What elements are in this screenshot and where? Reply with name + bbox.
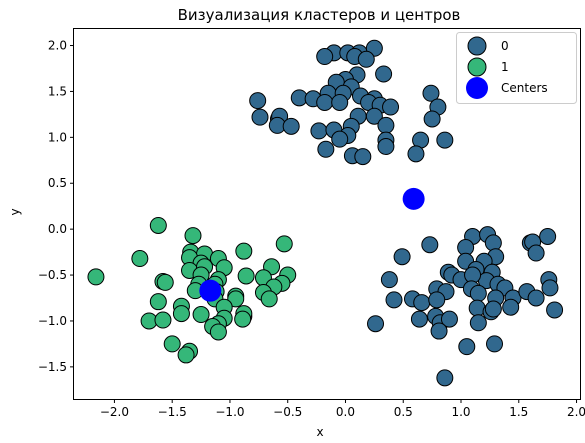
cluster-0-point [527, 244, 545, 262]
y-tick-label: 0.0 [48, 222, 67, 236]
x-tick-label: 0.5 [394, 405, 413, 419]
x-tick-label: −2.0 [100, 405, 129, 419]
cluster-0-point [436, 369, 454, 387]
cluster-0-point [385, 291, 403, 309]
cluster-0-point [316, 93, 334, 111]
cluster-0-point [331, 130, 349, 148]
cluster-0-point [377, 116, 395, 134]
legend-label-centers: Centers [501, 81, 548, 95]
cluster-1-point [149, 293, 167, 311]
legend-label-0: 0 [501, 39, 509, 53]
cluster-0-point [310, 122, 328, 140]
cluster-0-point [317, 140, 335, 158]
cluster-0-point [413, 294, 431, 312]
cluster-1-point [237, 267, 255, 285]
cluster-1-point [235, 242, 253, 260]
y-tick-label: 0.5 [48, 176, 67, 190]
cluster-0-point [502, 298, 520, 316]
x-tick-label: −0.5 [273, 405, 302, 419]
cluster-1-point [260, 290, 278, 308]
cluster-0-point [527, 289, 545, 307]
cluster-0-point [375, 65, 393, 83]
center-points [199, 187, 425, 302]
center-point [199, 279, 222, 302]
cluster-0-point [486, 335, 504, 353]
legend: 0 1 Centers [456, 32, 577, 104]
cluster-0-point [436, 131, 454, 149]
cluster-0-point [539, 227, 557, 245]
cluster-0-point [410, 310, 428, 328]
legend-marker-centers [466, 77, 488, 99]
cluster-0-point [469, 314, 487, 332]
x-tick-label: 2.0 [567, 405, 585, 419]
cluster-0-point [422, 84, 440, 102]
cluster-0-point [316, 48, 334, 66]
cluster-0-point [354, 148, 372, 166]
center-point [402, 187, 425, 210]
y-tick-label: −1.0 [38, 314, 67, 328]
data-points [87, 39, 564, 387]
cluster-1-point [227, 290, 245, 308]
cluster-1-point [177, 346, 195, 364]
legend-marker-0 [467, 36, 487, 56]
cluster-1-point [87, 268, 105, 286]
legend-label-1: 1 [501, 60, 509, 74]
cluster-0-point [249, 92, 267, 110]
chart-title: Визуализация кластеров и центров [178, 6, 461, 24]
cluster-0-point [484, 300, 502, 318]
cluster-0-point [357, 50, 375, 68]
cluster-0-point [546, 301, 564, 319]
y-tick-label: 1.5 [48, 84, 67, 98]
x-tick-label: −1.5 [158, 405, 187, 419]
cluster-0-point [430, 322, 448, 340]
cluster-1-point [163, 335, 181, 353]
cluster-0-point [365, 107, 383, 125]
cluster-0-point [428, 291, 446, 309]
cluster-1-point [184, 227, 202, 245]
y-tick-label: 1.0 [48, 130, 67, 144]
cluster-1-point [172, 305, 190, 323]
x-tick-label: 0.0 [336, 405, 355, 419]
y-axis-label: y [8, 208, 22, 215]
x-tick-label: 1.5 [509, 405, 528, 419]
x-tick-label: 1.0 [451, 405, 470, 419]
cluster-0-point [469, 284, 487, 302]
cluster-0-point [440, 310, 458, 328]
cluster-0-point [377, 138, 395, 156]
axis-ticks: −2.0 −1.5 −1.0 −0.5 0.0 0.5 1.0 1.5 2.0 −1.5 −1.0 −… [38, 39, 585, 419]
x-tick-label: −1.0 [215, 405, 244, 419]
cluster-0-point [541, 279, 559, 297]
cluster-1-point [192, 306, 210, 324]
cluster-0-point [382, 98, 400, 116]
cluster-0-point [282, 117, 300, 135]
cluster-0-point [421, 236, 439, 254]
cluster-0-point [367, 315, 385, 333]
cluster-1-point [156, 273, 174, 291]
cluster-1-point [209, 323, 227, 341]
cluster-1-point [234, 310, 252, 328]
cluster-0-point [423, 110, 441, 128]
cluster-1-point [154, 311, 172, 329]
y-tick-label: 2.0 [48, 39, 67, 53]
y-tick-label: −0.5 [38, 268, 67, 282]
cluster-1-point [275, 235, 293, 253]
y-tick-label: −1.5 [38, 360, 67, 374]
cluster-1-point [131, 250, 149, 268]
cluster-0-point [393, 248, 411, 266]
cluster-0-point [407, 145, 425, 163]
x-axis-label: x [316, 425, 323, 439]
legend-marker-1 [467, 57, 487, 77]
cluster-0-point [331, 93, 349, 111]
cluster-0-point [251, 108, 269, 126]
cluster-0-point [458, 338, 476, 356]
cluster-1-point [149, 216, 167, 234]
cluster-0-point [380, 271, 398, 289]
